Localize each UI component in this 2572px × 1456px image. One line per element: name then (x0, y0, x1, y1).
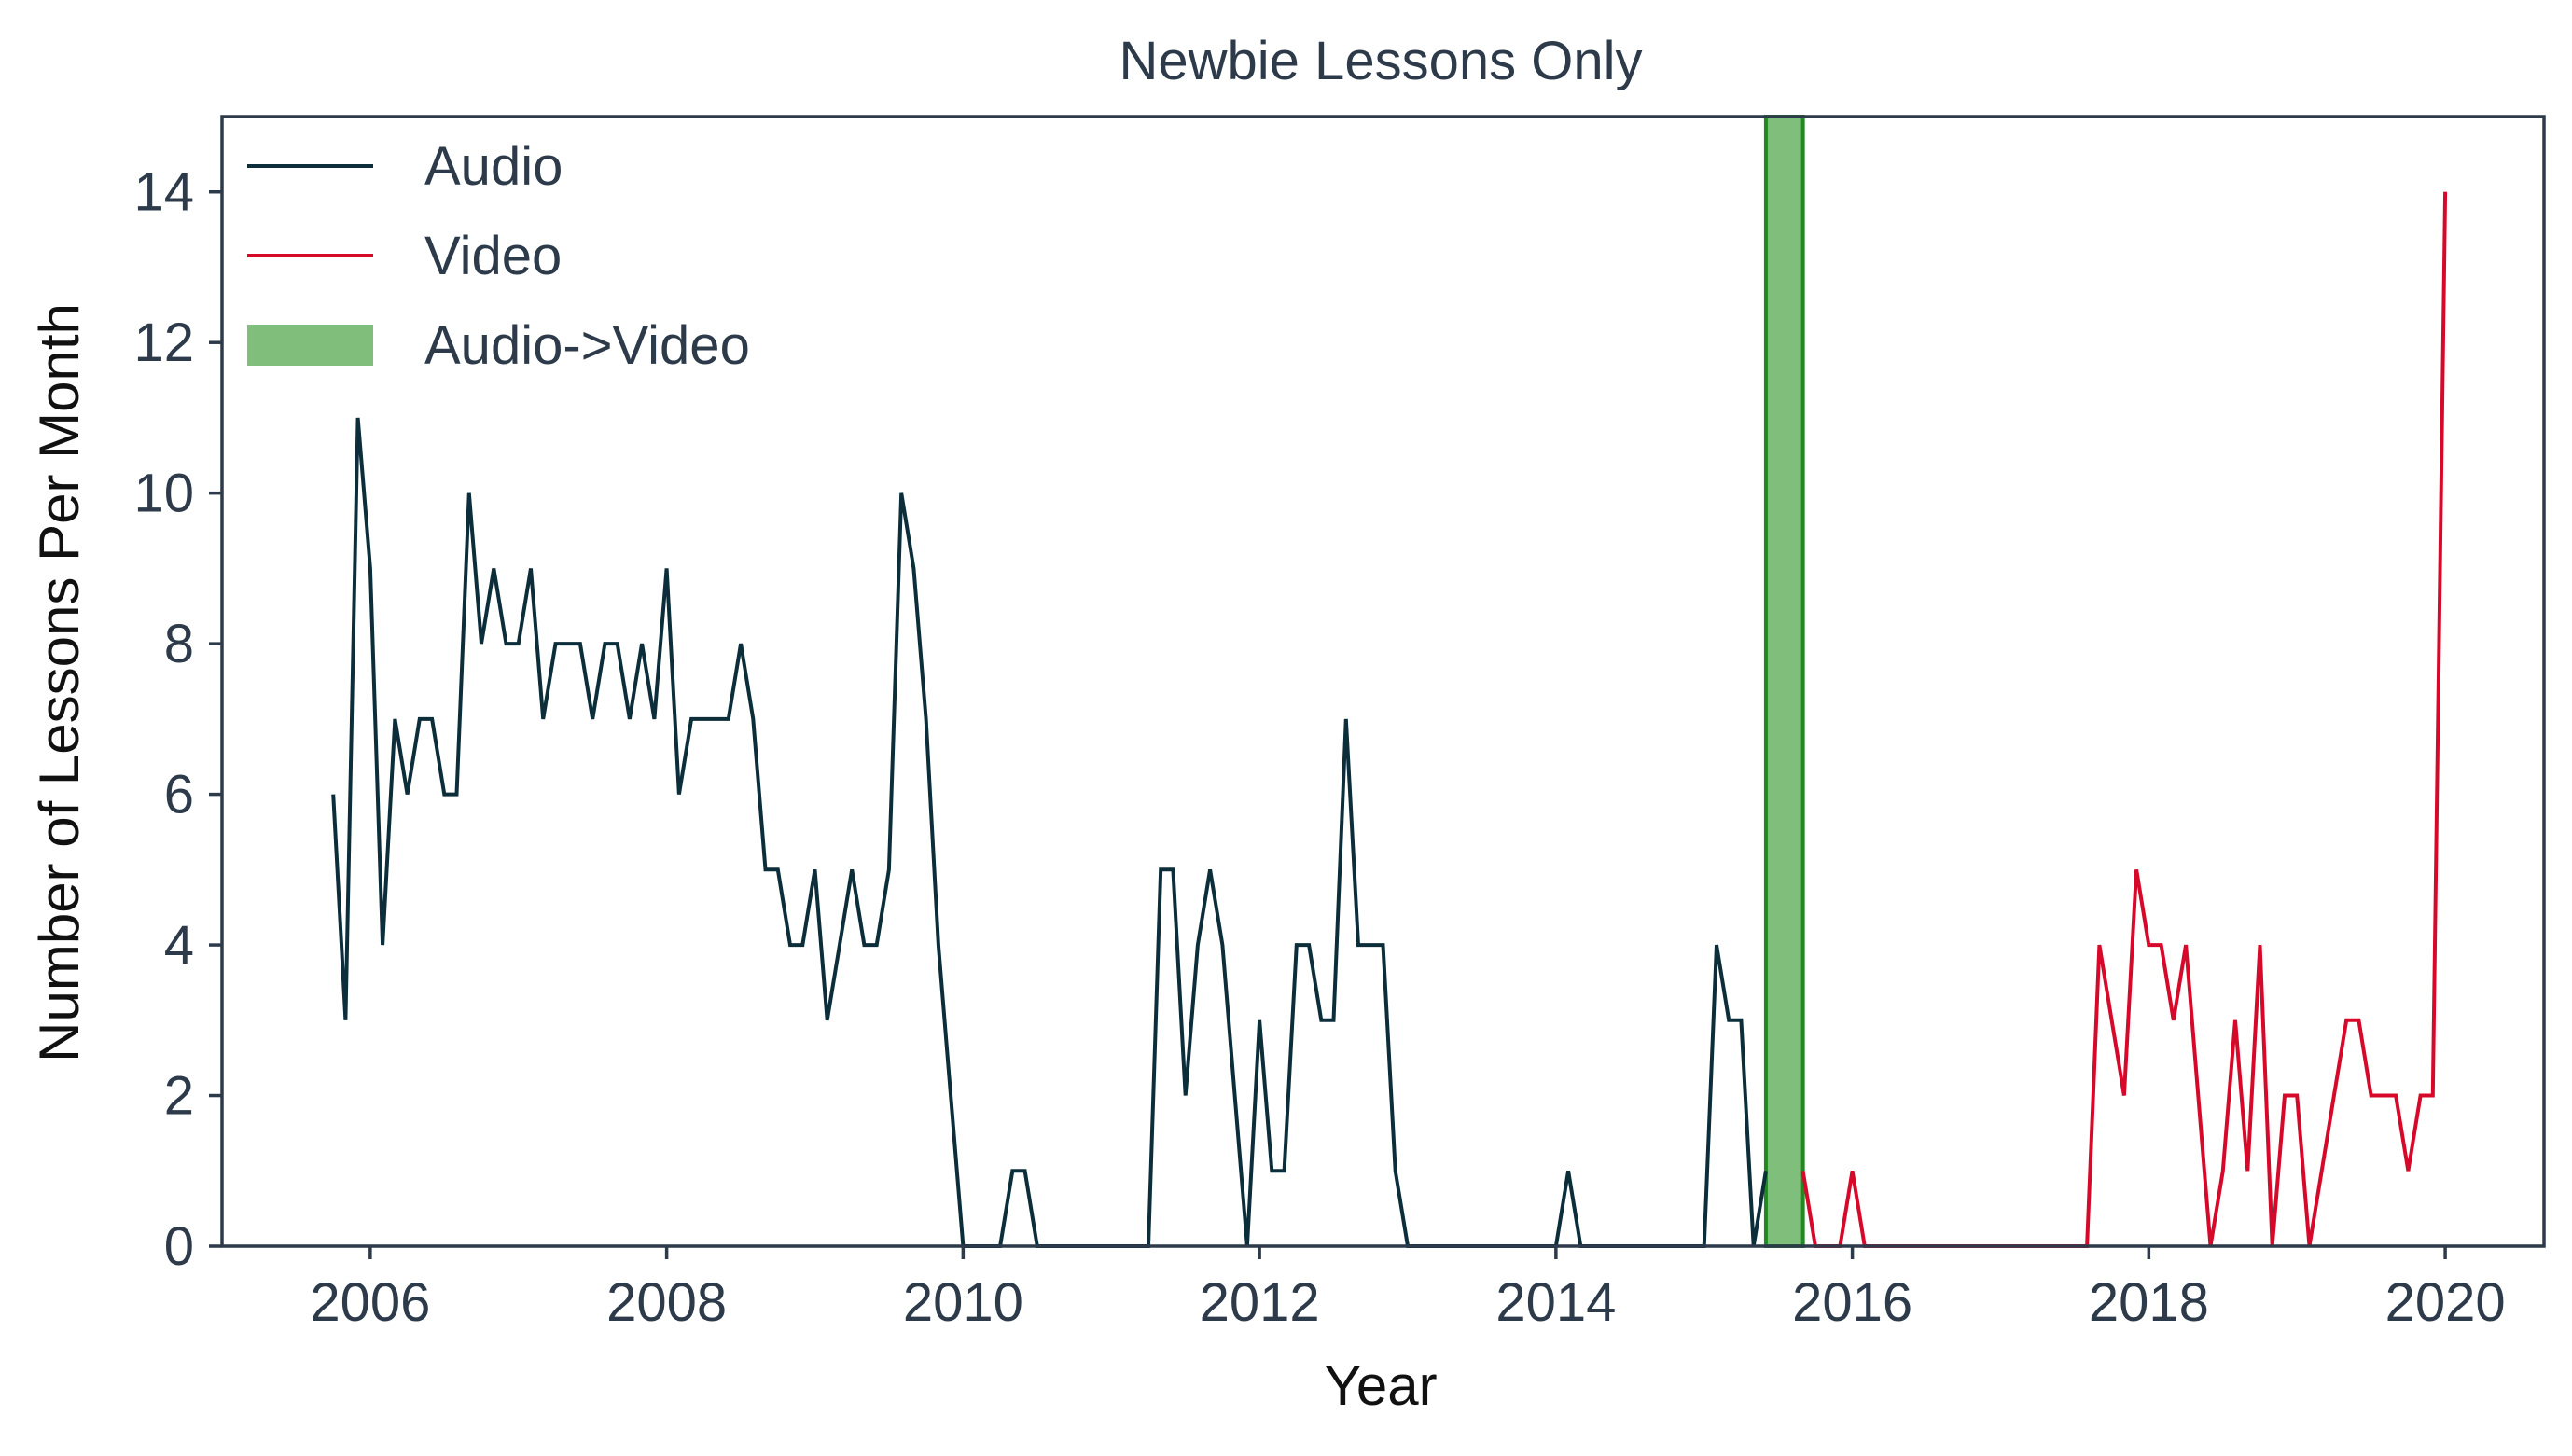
x-tick-label: 2010 (903, 1272, 1023, 1333)
plot-frame (220, 115, 2546, 1248)
y-tick-label: 6 (164, 765, 194, 825)
legend-label: Audio (424, 136, 563, 197)
plot-area (331, 115, 2448, 1248)
x-tick-label: 2014 (1495, 1272, 1616, 1333)
x-tick-label: 2008 (606, 1272, 727, 1333)
y-tick-label: 12 (133, 312, 194, 373)
x-axis-label: Year (1324, 1354, 1437, 1417)
y-tick-label: 2 (164, 1066, 194, 1127)
x-tick-label: 2016 (1792, 1272, 1912, 1333)
chart-title: Newbie Lessons Only (1119, 31, 1643, 91)
y-tick-label: 8 (164, 614, 194, 674)
span-band-0 (1763, 115, 1805, 1248)
legend-label: Video (424, 226, 562, 286)
legend-swatch-transition (247, 325, 373, 366)
y-tick-label: 0 (164, 1216, 194, 1277)
series-line-audio (331, 417, 1768, 1248)
y-tick-label: 4 (164, 915, 194, 976)
series-line-video (1800, 191, 2448, 1248)
legend-label: Audio->Video (424, 315, 750, 376)
y-tick-label: 14 (133, 162, 194, 223)
x-axis: 2006 2008 2010 2012 2014 2016 2018 2020 (310, 1246, 2506, 1333)
y-axis-label: Number of Lessons Per Month (28, 303, 90, 1062)
y-axis: 0 2 4 6 8 10 12 14 (133, 162, 222, 1277)
x-tick-label: 2012 (1200, 1272, 1320, 1333)
x-tick-label: 2020 (2385, 1272, 2506, 1333)
x-tick-label: 2018 (2089, 1272, 2209, 1333)
legend: Audio Video Audio->Video (247, 136, 750, 376)
x-tick-label: 2006 (310, 1272, 430, 1333)
y-tick-label: 10 (133, 464, 194, 524)
